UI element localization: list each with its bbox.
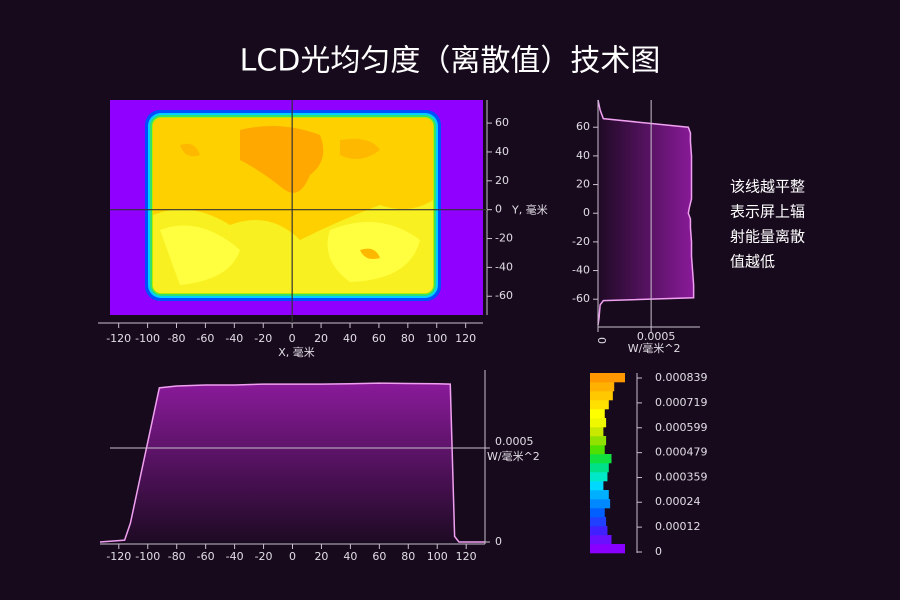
- histogram-bar: [590, 427, 604, 437]
- y-tick-label: 0: [655, 545, 662, 558]
- histogram-bar: [590, 544, 625, 554]
- heatmap-image: [110, 100, 483, 315]
- x-tick-label: 0: [596, 337, 609, 344]
- histogram-bar: [590, 463, 609, 473]
- x-tick-label: 20: [314, 332, 328, 345]
- x-tick-label: -20: [254, 332, 272, 345]
- x-tick-label: 100: [426, 332, 447, 345]
- x-tick-label: 0.0005: [637, 330, 676, 343]
- x-tick-label: 120: [455, 332, 476, 345]
- histogram-bar: [590, 391, 613, 401]
- histogram-bar: [590, 454, 612, 464]
- y-tick-label: 40: [495, 145, 509, 158]
- histogram-bar: [590, 526, 608, 536]
- y-tick-label: -20: [495, 232, 513, 245]
- y-tick-label: -20: [572, 235, 590, 248]
- x-tick-label: 100: [427, 550, 448, 563]
- y-tick-label: -40: [495, 260, 513, 273]
- histogram-bar: [590, 382, 615, 392]
- x-tick-label: 60: [372, 332, 386, 345]
- annotation-line: 射能量离散: [730, 228, 805, 246]
- histogram-bar: [590, 508, 605, 518]
- profile-line: [597, 99, 695, 326]
- y-tick-label: 0.00012: [655, 520, 701, 533]
- y-tick-label: 20: [576, 178, 590, 191]
- x-tick-label: 40: [343, 550, 357, 563]
- y-tick-label: 20: [495, 174, 509, 187]
- histogram-bar: [590, 400, 609, 410]
- x-tick-label: 20: [314, 550, 328, 563]
- x-tick-label: 120: [456, 550, 477, 563]
- y-tick-label: 0: [583, 206, 590, 219]
- x-tick-label: 0: [289, 550, 296, 563]
- histogram-bar: [590, 472, 608, 482]
- annotation-line: 表示屏上辐: [730, 203, 805, 221]
- histogram-bar: [590, 418, 607, 428]
- y-tick-label: 60: [576, 120, 590, 133]
- page-title: LCD光均匀度（离散值）技术图: [240, 44, 661, 79]
- y-tick-label: 0.000599: [655, 421, 708, 434]
- histogram-bar: [590, 409, 605, 419]
- histogram-bar: [590, 535, 612, 545]
- x-axis-label: X, 毫米: [278, 345, 315, 359]
- histogram-bar: [590, 436, 607, 446]
- x-tick-label: 80: [401, 332, 415, 345]
- x-tick-label: 80: [401, 550, 415, 563]
- y-tick-label: 0.000719: [655, 396, 708, 409]
- y-tick-label: 0.000479: [655, 446, 708, 459]
- x-axis-label: W/毫米^2: [628, 341, 681, 355]
- x-tick-label: -40: [225, 332, 243, 345]
- y-tick-label: 0.00024: [655, 495, 701, 508]
- y-axis-label: W/毫米^2: [487, 449, 540, 463]
- x-tick-label: 0: [289, 332, 296, 345]
- y-tick-label: 0.000359: [655, 471, 708, 484]
- area: [598, 100, 694, 325]
- y-tick-label: -40: [572, 264, 590, 277]
- x-tick-label: -120: [106, 550, 131, 563]
- x-tick-label: -80: [168, 332, 186, 345]
- annotation-line: 值越低: [730, 253, 775, 271]
- y-axis-label: Y, 毫米: [511, 203, 548, 217]
- area: [100, 383, 485, 542]
- histogram-bar: [590, 481, 604, 491]
- x-tick-label: 40: [343, 332, 357, 345]
- y-tick-label: 40: [576, 149, 590, 162]
- x-tick-label: -60: [196, 332, 214, 345]
- x-tick-label: -80: [168, 550, 186, 563]
- x-tick-label: -120: [106, 332, 131, 345]
- x-tick-label: -100: [135, 550, 160, 563]
- histogram-bar: [590, 517, 607, 527]
- y-tick-label: 0.000839: [655, 371, 708, 384]
- histogram-bar: [590, 373, 625, 383]
- histogram-bar: [590, 490, 609, 500]
- x-tick-label: -40: [226, 550, 244, 563]
- y-tick-label: -60: [572, 292, 590, 305]
- x-tick-label: -20: [255, 550, 273, 563]
- y-tick-label: -60: [495, 289, 513, 302]
- x-tick-label: -100: [135, 332, 160, 345]
- y-tick-label: 0: [495, 203, 502, 216]
- profile-line: [99, 382, 485, 543]
- histogram-bar: [590, 445, 605, 455]
- y-tick-label: 0: [495, 535, 502, 548]
- annotation-line: 该线越平整: [730, 178, 805, 196]
- y-tick-label: 0.0005: [495, 435, 534, 448]
- histogram-bar: [590, 499, 611, 509]
- y-tick-label: 60: [495, 116, 509, 129]
- x-tick-label: 60: [372, 550, 386, 563]
- x-tick-label: -60: [197, 550, 215, 563]
